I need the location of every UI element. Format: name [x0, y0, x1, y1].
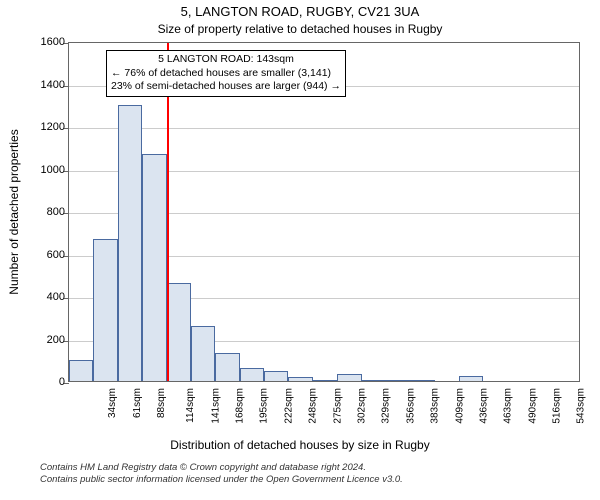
histogram-bar — [313, 380, 337, 381]
xtick-label: 490sqm — [527, 388, 538, 424]
gridline — [69, 128, 579, 129]
xtick-label: 114sqm — [185, 388, 196, 423]
ytick-label: 1200 — [29, 121, 69, 133]
footer-attribution: Contains HM Land Registry data © Crown c… — [40, 462, 403, 487]
footer-line-1: Contains HM Land Registry data © Crown c… — [40, 462, 403, 474]
chart-subtitle: Size of property relative to detached ho… — [0, 22, 600, 36]
histogram-bar — [337, 374, 361, 381]
annotation-box: 5 LANGTON ROAD: 143sqm← 76% of detached … — [106, 50, 346, 97]
chart-wrapper: 5, LANGTON ROAD, RUGBY, CV21 3UA Size of… — [0, 0, 600, 500]
chart-title: 5, LANGTON ROAD, RUGBY, CV21 3UA — [0, 4, 600, 19]
xtick-label: 168sqm — [235, 388, 246, 424]
histogram-bar — [459, 376, 483, 381]
xtick-label: 222sqm — [283, 388, 294, 424]
histogram-bar — [69, 360, 93, 381]
x-axis-label: Distribution of detached houses by size … — [0, 438, 600, 452]
ytick-label: 400 — [29, 291, 69, 303]
histogram-bar — [118, 105, 142, 381]
histogram-bar — [288, 377, 312, 381]
histogram-bar — [142, 154, 166, 381]
xtick-label: 34sqm — [107, 388, 118, 418]
xtick-label: 409sqm — [454, 388, 465, 424]
xtick-label: 141sqm — [210, 388, 221, 424]
histogram-bar — [93, 239, 117, 381]
xtick-label: 195sqm — [259, 388, 270, 424]
xtick-label: 463sqm — [503, 388, 514, 424]
xtick-label: 436sqm — [478, 388, 489, 424]
ytick-label: 600 — [29, 249, 69, 261]
histogram-bar — [167, 283, 191, 381]
annotation-line: 5 LANGTON ROAD: 143sqm — [111, 53, 341, 67]
xtick-label: 543sqm — [576, 388, 587, 424]
histogram-bar — [240, 368, 264, 381]
xtick-label: 275sqm — [332, 388, 343, 424]
xtick-label: 329sqm — [381, 388, 392, 424]
ytick-label: 800 — [29, 206, 69, 218]
footer-line-2: Contains public sector information licen… — [40, 474, 403, 486]
annotation-line: ← 76% of detached houses are smaller (3,… — [111, 67, 341, 81]
ytick-label: 200 — [29, 334, 69, 346]
histogram-bar — [264, 371, 288, 381]
histogram-bar — [386, 380, 410, 381]
histogram-bar — [191, 326, 215, 381]
annotation-line: 23% of semi-detached houses are larger (… — [111, 80, 341, 94]
xtick-label: 61sqm — [132, 388, 143, 418]
histogram-bar — [362, 380, 386, 381]
xtick-label: 88sqm — [156, 388, 167, 418]
xtick-label: 248sqm — [308, 388, 319, 424]
y-axis-label: Number of detached properties — [7, 129, 21, 294]
ytick-label: 1000 — [29, 164, 69, 176]
xtick-label: 302sqm — [357, 388, 368, 424]
ytick-label: 1400 — [29, 79, 69, 91]
xtick-label: 516sqm — [552, 388, 563, 424]
ytick-label: 0 — [29, 376, 69, 388]
histogram-bar — [215, 353, 239, 381]
ytick-label: 1600 — [29, 36, 69, 48]
xtick-label: 383sqm — [430, 388, 441, 424]
histogram-bar — [410, 380, 434, 381]
xtick-label: 356sqm — [405, 388, 416, 424]
